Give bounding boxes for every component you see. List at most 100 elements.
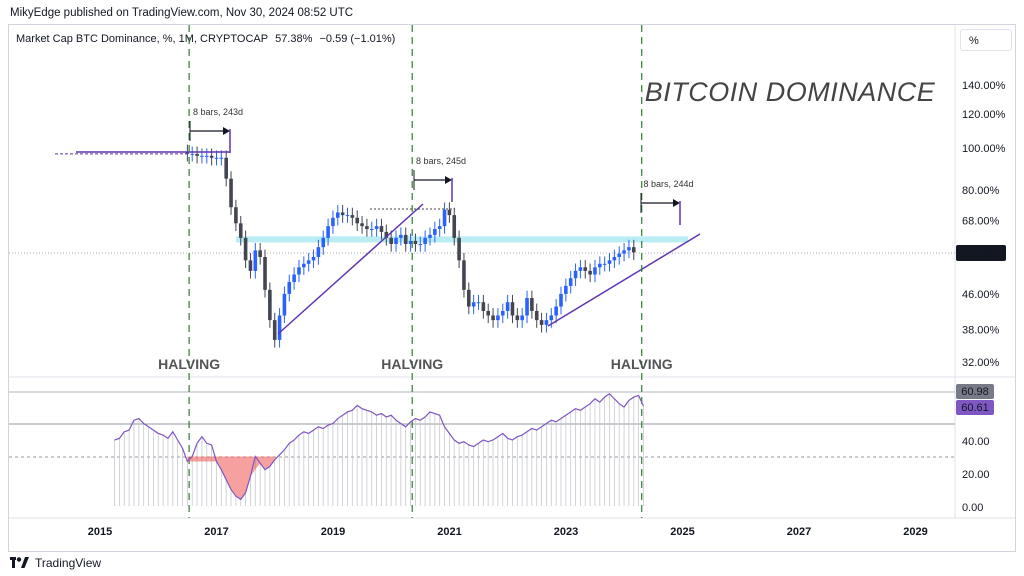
candle-body — [282, 293, 287, 316]
candle-body — [496, 315, 500, 321]
candle-body — [583, 267, 588, 271]
candle-body — [564, 285, 568, 294]
rsi-axis-tick: 40.00 — [962, 436, 990, 448]
candle-body — [476, 302, 481, 304]
candle-body — [394, 237, 398, 245]
price-axis-tick: 120.00% — [962, 109, 1006, 121]
candle-body — [486, 310, 491, 316]
rsi-axis-tick: 0.00 — [962, 502, 983, 514]
candle-body — [326, 226, 330, 238]
candle-body — [365, 226, 369, 229]
candle-body — [471, 302, 476, 307]
tradingview-footer[interactable]: TradingView — [10, 553, 101, 573]
candle-body — [568, 278, 573, 286]
time-axis-tick: 2021 — [437, 526, 461, 538]
candle-body — [500, 310, 505, 316]
candle-body — [219, 157, 224, 159]
candle-body — [316, 247, 321, 257]
halving-label: HALVING — [381, 356, 443, 372]
candle-body — [190, 153, 195, 155]
candle-body — [578, 267, 583, 271]
candle-body — [379, 226, 384, 232]
price-axis-tick: 100.00% — [962, 143, 1006, 155]
published-byline: MikyEdge published on TradingView.com, N… — [10, 7, 354, 19]
candle-body — [534, 310, 539, 321]
candle-body — [510, 302, 515, 316]
rsi-badge-lower-label: 60.61 — [961, 402, 989, 414]
rsi-axis-tick: 20.00 — [962, 469, 990, 481]
candle-body — [403, 234, 408, 245]
candle-body — [442, 209, 447, 227]
price-axis-tick: 68.00% — [962, 216, 1000, 228]
candle-body — [224, 157, 228, 179]
symbol-header: Market Cap BTC Dominance, %, 1M, CRYPTOC… — [16, 33, 399, 45]
bars-span-arrowhead — [445, 176, 452, 184]
halving-label: HALVING — [611, 356, 673, 372]
candle-body — [428, 234, 432, 238]
candle-body — [462, 260, 466, 290]
candle-body — [467, 289, 471, 307]
bars-span-label: 8 bars, 243d — [193, 107, 243, 117]
last-price: 57.38% — [275, 33, 313, 45]
bars-span-label: 8 bars, 244d — [643, 179, 693, 189]
candle-body — [209, 155, 214, 158]
candle-body — [200, 155, 204, 157]
price-axis-tick: 32.00% — [962, 357, 1000, 369]
candle-body — [258, 250, 262, 257]
symbol-description: Market Cap BTC Dominance, %, 1M, CRYPTOC… — [16, 33, 269, 45]
rsi-badge-lower — [956, 400, 994, 415]
candle-body — [573, 270, 578, 279]
candle-body — [549, 315, 554, 321]
candle-body — [238, 223, 243, 238]
candle-body — [195, 153, 199, 156]
candle-body — [631, 247, 636, 253]
time-axis-tick: 2023 — [554, 526, 578, 538]
bars-span-arrowhead — [673, 199, 680, 207]
candle-body — [530, 298, 534, 311]
candle-body — [248, 260, 253, 271]
candle-body — [539, 320, 544, 325]
time-axis-tick: 2019 — [321, 526, 345, 538]
candle-body — [418, 244, 423, 246]
candle-body — [335, 212, 340, 218]
candle-body — [214, 157, 219, 159]
candle-body — [433, 228, 437, 235]
tradingview-logo-icon — [10, 557, 29, 568]
candle-body — [607, 260, 612, 264]
candle-body — [481, 302, 486, 311]
time-axis-tick: 2029 — [903, 526, 927, 538]
candle-body — [268, 289, 272, 321]
candle-body — [622, 250, 626, 254]
halving-label: HALVING — [158, 356, 220, 372]
candle-body — [350, 215, 355, 218]
candle-body — [389, 237, 393, 245]
percent-scale-button[interactable]: % — [960, 29, 1012, 51]
candle-body — [374, 226, 379, 229]
time-axis-tick: 2027 — [787, 526, 811, 538]
candle-body — [360, 223, 364, 227]
candle-body — [515, 315, 520, 321]
price-axis-tick: 38.00% — [962, 325, 1000, 337]
candle-body — [204, 155, 209, 157]
candle-body — [554, 306, 558, 316]
candle-body — [413, 240, 418, 245]
trendline-2018-2020 — [277, 203, 424, 335]
candle-body — [340, 212, 345, 216]
candle-body — [302, 263, 306, 268]
candle-body — [297, 267, 301, 275]
candle-body — [292, 274, 296, 283]
candle-body — [321, 237, 326, 248]
candle-body — [369, 228, 374, 230]
trendline-2022-2024 — [547, 233, 701, 327]
bitcoin-dominance-annotation: BITCOIN DOMINANCE — [645, 77, 936, 107]
candle-body — [408, 240, 413, 245]
candle-body — [277, 315, 282, 340]
candle-body — [185, 151, 190, 154]
candle-body — [355, 217, 360, 224]
candle-body — [520, 315, 524, 321]
candle-body — [253, 250, 258, 271]
resistance-zone — [236, 236, 688, 243]
candle-body — [447, 209, 452, 216]
time-axis-tick: 2017 — [204, 526, 228, 538]
